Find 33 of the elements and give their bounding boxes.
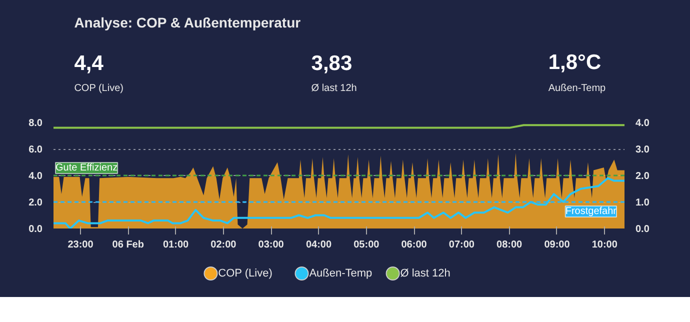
- legend-label: Außen-Temp: [309, 268, 372, 280]
- x-tick-label: 01:00: [163, 240, 190, 250]
- y2-tick-label: 2.0: [636, 171, 650, 182]
- legend-label: Ø last 12h: [400, 268, 450, 280]
- x-tick-label: 05:00: [354, 240, 380, 250]
- text: Analyse: COP & Außentemperatur: [74, 14, 302, 30]
- ref-line-label: Gute Effizienz: [56, 162, 118, 174]
- text: 1,8°C: [548, 51, 602, 74]
- x-tick-label: 02:00: [210, 240, 237, 250]
- text: 3,83: [311, 52, 352, 75]
- y2-tick-label: 4.0: [636, 118, 650, 129]
- y2-tick-label: 0.0: [636, 224, 650, 235]
- text: Ø last 12h: [311, 83, 357, 94]
- text: Außen-Temp: [548, 83, 606, 94]
- x-tick-label: 10:00: [592, 240, 618, 250]
- y-tick-label: 6.0: [28, 144, 43, 156]
- text: 4,4: [74, 52, 104, 75]
- x-tick-label: 03:00: [258, 240, 284, 250]
- x-tick-label: 07:00: [448, 240, 475, 250]
- x-tick-label: 08:00: [496, 240, 523, 250]
- y-tick-label: 0.0: [28, 224, 43, 235]
- y-tick-label: 2.0: [28, 198, 43, 208]
- x-tick-label: 06 Feb: [112, 240, 144, 250]
- x-tick-label: 09:00: [544, 240, 570, 250]
- y2-tick-label: 1.0: [636, 198, 650, 208]
- x-tick-label: 06:00: [401, 240, 428, 250]
- x-tick-label: 23:00: [68, 240, 94, 250]
- text: COP (Live): [74, 83, 124, 94]
- y-tick-label: 8.0: [28, 118, 43, 129]
- y-tick-label: 4.0: [28, 171, 43, 182]
- legend-label: COP (Live): [218, 268, 272, 280]
- y2-tick-label: 3.0: [636, 144, 650, 156]
- x-tick-label: 04:00: [306, 240, 332, 250]
